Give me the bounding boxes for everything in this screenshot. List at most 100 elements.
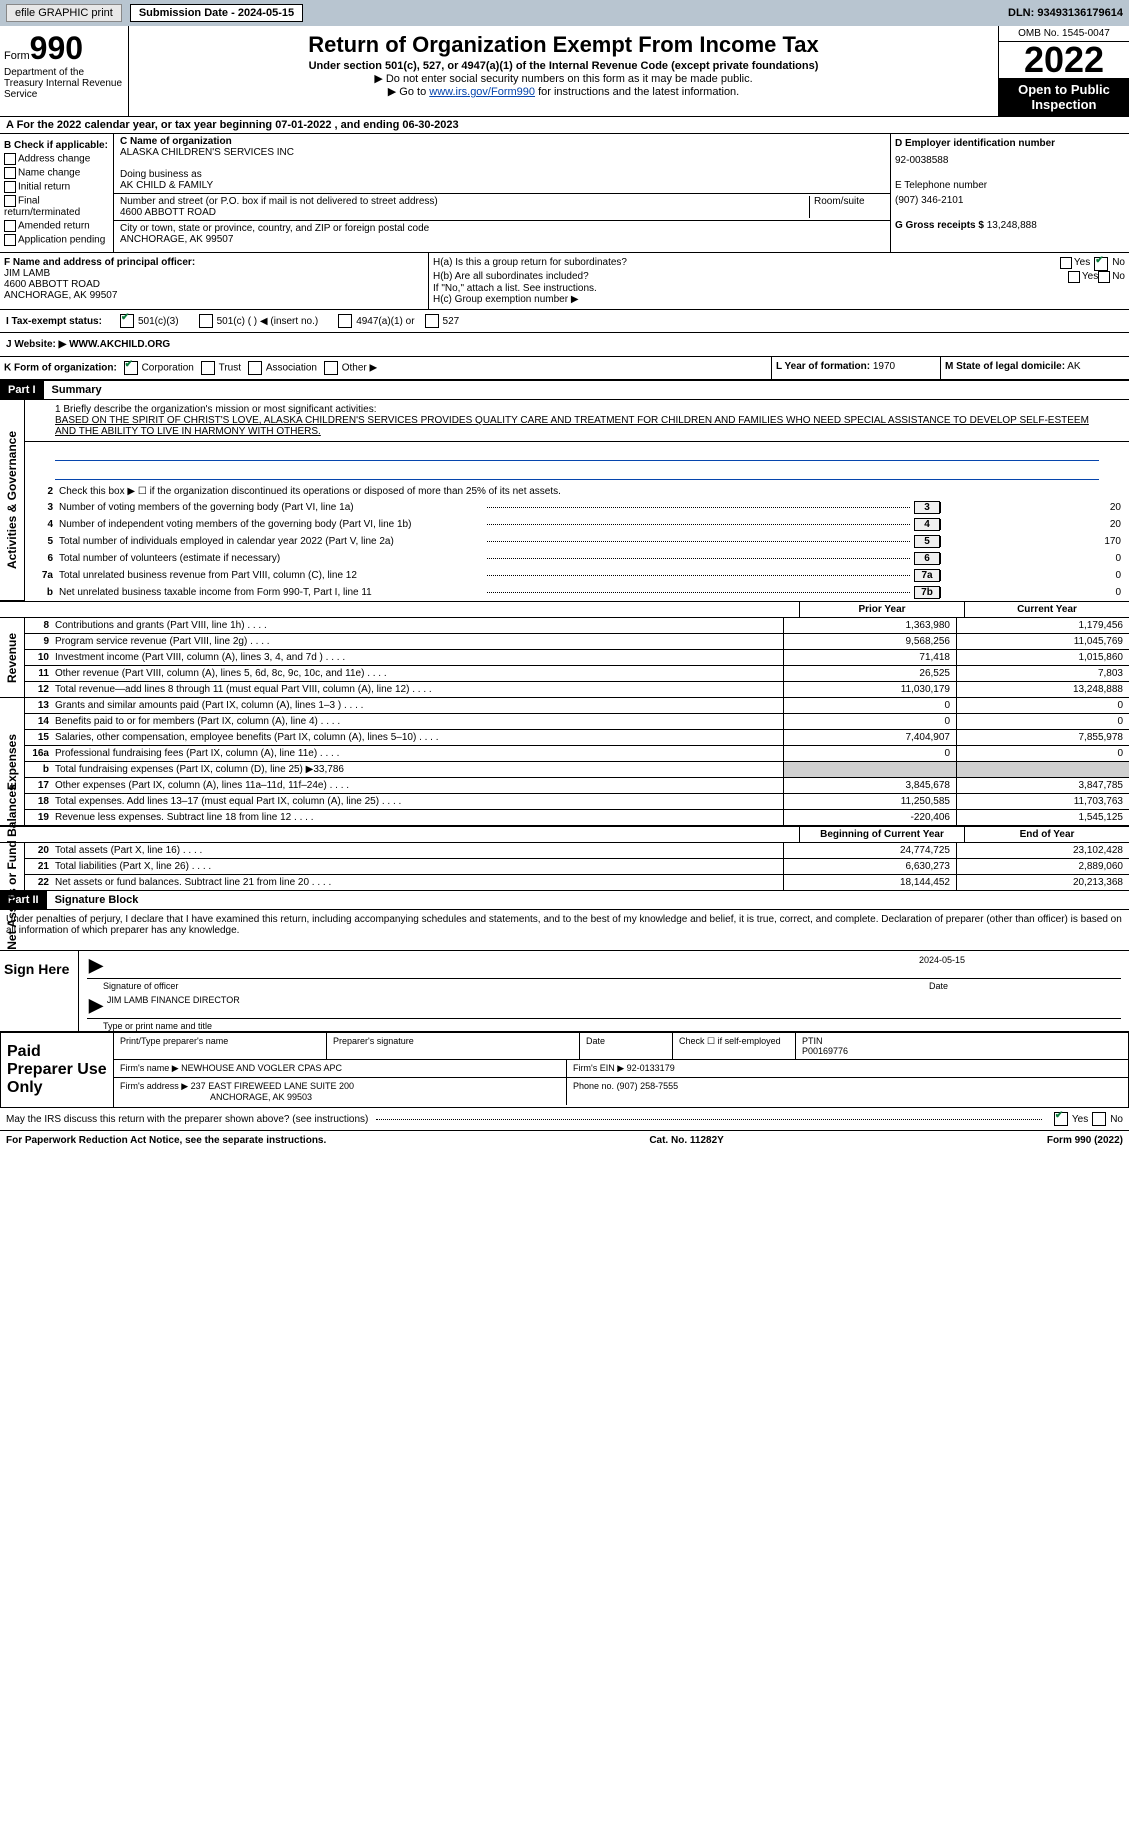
sig-label: Signature of officer xyxy=(103,981,929,991)
discuss-no[interactable] xyxy=(1092,1112,1106,1126)
room-label: Room/suite xyxy=(809,196,884,218)
dba-label: Doing business as xyxy=(120,169,202,180)
sign-date: 2024-05-15 xyxy=(919,955,1119,976)
k-other[interactable] xyxy=(324,361,338,375)
sign-here-label: Sign Here xyxy=(0,951,78,1031)
tax-o4: 527 xyxy=(443,316,460,327)
form-header: Form990 Department of the Treasury Inter… xyxy=(0,26,1129,117)
col-prior-year: Prior Year xyxy=(799,602,964,617)
discuss-yes[interactable] xyxy=(1054,1112,1068,1126)
tel-label: E Telephone number xyxy=(895,180,1125,191)
col-end: End of Year xyxy=(964,827,1129,842)
tax-status-label: I Tax-exempt status: xyxy=(6,316,116,327)
side-governance: Activities & Governance xyxy=(5,431,19,569)
street-address: 4600 ABBOTT ROAD xyxy=(120,207,216,218)
firm-name: NEWHOUSE AND VOGLER CPAS APC xyxy=(181,1063,342,1073)
note-goto-post: for instructions and the latest informat… xyxy=(535,86,739,98)
ha-no[interactable] xyxy=(1094,257,1108,271)
tax-o3: 4947(a)(1) or xyxy=(356,316,414,327)
hb-yes[interactable] xyxy=(1068,271,1080,283)
k-corp[interactable] xyxy=(124,361,138,375)
side-expenses: Expenses xyxy=(5,733,19,789)
dba-name: AK CHILD & FAMILY xyxy=(120,180,213,191)
k-o3: Association xyxy=(266,363,317,374)
date-label: Date xyxy=(929,981,1129,991)
k-assoc[interactable] xyxy=(248,361,262,375)
top-bar: efile GRAPHIC print Submission Date - 20… xyxy=(0,0,1129,26)
arrow-icon: ▶ xyxy=(89,955,103,976)
cb-initial[interactable]: Initial return xyxy=(18,182,70,193)
prep-name-hdr: Print/Type preparer's name xyxy=(114,1033,327,1059)
submission-date: Submission Date - 2024-05-15 xyxy=(130,4,303,22)
footer-notice: For Paperwork Reduction Act Notice, see … xyxy=(6,1135,326,1146)
officer-name: JIM LAMB xyxy=(4,268,50,279)
footer-form: Form 990 (2022) xyxy=(1047,1135,1123,1146)
form-label: Form xyxy=(4,50,30,62)
note-ssn: ▶ Do not enter social security numbers o… xyxy=(133,72,994,85)
firm-phone: (907) 258-7555 xyxy=(617,1081,679,1091)
check-b-label: B Check if applicable: xyxy=(4,140,109,151)
firm-name-label: Firm's name ▶ xyxy=(120,1063,179,1073)
prep-sig-hdr: Preparer's signature xyxy=(327,1033,580,1059)
paid-preparer-label: Paid Preparer Use Only xyxy=(1,1033,114,1107)
ha-label: H(a) Is this a group return for subordin… xyxy=(433,257,1060,271)
l-value: 1970 xyxy=(873,361,895,372)
ptin-value: P00169776 xyxy=(802,1046,848,1056)
firm-addr-label: Firm's address ▶ xyxy=(120,1081,188,1091)
officer-signature[interactable] xyxy=(107,955,919,976)
mission-question: 1 Briefly describe the organization's mi… xyxy=(55,404,1099,415)
perjury-statement: Under penalties of perjury, I declare th… xyxy=(0,910,1129,940)
name-label: Type or print name and title xyxy=(79,1021,1129,1031)
cb-pending[interactable]: Application pending xyxy=(18,235,105,246)
website-value: WWW.AKCHILD.ORG xyxy=(69,339,170,350)
hb-no[interactable] xyxy=(1098,271,1110,283)
note-goto-pre: ▶ Go to xyxy=(388,86,429,98)
firm-ein-label: Firm's EIN ▶ xyxy=(573,1063,624,1073)
k-o1: Corporation xyxy=(142,363,194,374)
m-label: M State of legal domicile: xyxy=(945,361,1065,372)
form-subtitle: Under section 501(c), 527, or 4947(a)(1)… xyxy=(133,60,994,72)
side-net-assets: Net Assets or Fund Balances xyxy=(5,784,19,950)
ha-yes[interactable] xyxy=(1060,257,1072,269)
prep-self-hdr: Check ☐ if self-employed xyxy=(673,1033,796,1059)
efile-print-button[interactable]: efile GRAPHIC print xyxy=(6,4,122,22)
check-applicable: B Check if applicable: Address change Na… xyxy=(0,134,114,252)
mission-text: BASED ON THE SPIRIT OF CHRIST'S LOVE, AL… xyxy=(55,415,1099,437)
prep-date-hdr: Date xyxy=(580,1033,673,1059)
gross-value: 13,248,888 xyxy=(987,220,1037,231)
ein-value: 92-0038588 xyxy=(895,155,1125,166)
open-inspection: Open to Public Inspection xyxy=(999,78,1129,116)
firm-addr1: 237 EAST FIREWEED LANE SUITE 200 xyxy=(191,1081,354,1091)
department: Department of the Treasury Internal Reve… xyxy=(4,67,124,100)
blank-line xyxy=(55,465,1099,480)
dln: DLN: 93493136179614 xyxy=(1008,7,1123,19)
part1-title: Summary xyxy=(44,381,110,399)
website-label: J Website: ▶ xyxy=(6,339,66,350)
tax-501c3[interactable] xyxy=(120,314,134,328)
tax-527[interactable] xyxy=(425,314,439,328)
tel-value: (907) 346-2101 xyxy=(895,195,1125,206)
officer-addr1: 4600 ABBOTT ROAD xyxy=(4,279,100,290)
city-label: City or town, state or province, country… xyxy=(120,223,429,234)
hc-label: H(c) Group exemption number ▶ xyxy=(433,294,1125,305)
discuss-question: May the IRS discuss this return with the… xyxy=(6,1114,368,1125)
cb-amended[interactable]: Amended return xyxy=(18,221,90,232)
tax-o1: 501(c)(3) xyxy=(138,316,179,327)
side-revenue: Revenue xyxy=(5,632,19,682)
line-a-tax-year: A For the 2022 calendar year, or tax yea… xyxy=(0,117,1129,134)
irs-link[interactable]: www.irs.gov/Form990 xyxy=(429,86,535,98)
cb-name[interactable]: Name change xyxy=(18,168,80,179)
tax-year: 2022 xyxy=(999,42,1129,78)
m-value: AK xyxy=(1067,361,1080,372)
part2-title: Signature Block xyxy=(47,891,147,909)
k-trust[interactable] xyxy=(201,361,215,375)
tax-o2: 501(c) ( ) ◀ (insert no.) xyxy=(217,316,319,327)
col-beginning: Beginning of Current Year xyxy=(799,827,964,842)
org-name-label: C Name of organization xyxy=(120,136,232,147)
officer-label: F Name and address of principal officer: xyxy=(4,257,195,268)
blank-line xyxy=(55,446,1099,461)
tax-501c[interactable] xyxy=(199,314,213,328)
org-name: ALASKA CHILDREN'S SERVICES INC xyxy=(120,147,294,158)
cb-address[interactable]: Address change xyxy=(18,154,90,165)
tax-4947[interactable] xyxy=(338,314,352,328)
